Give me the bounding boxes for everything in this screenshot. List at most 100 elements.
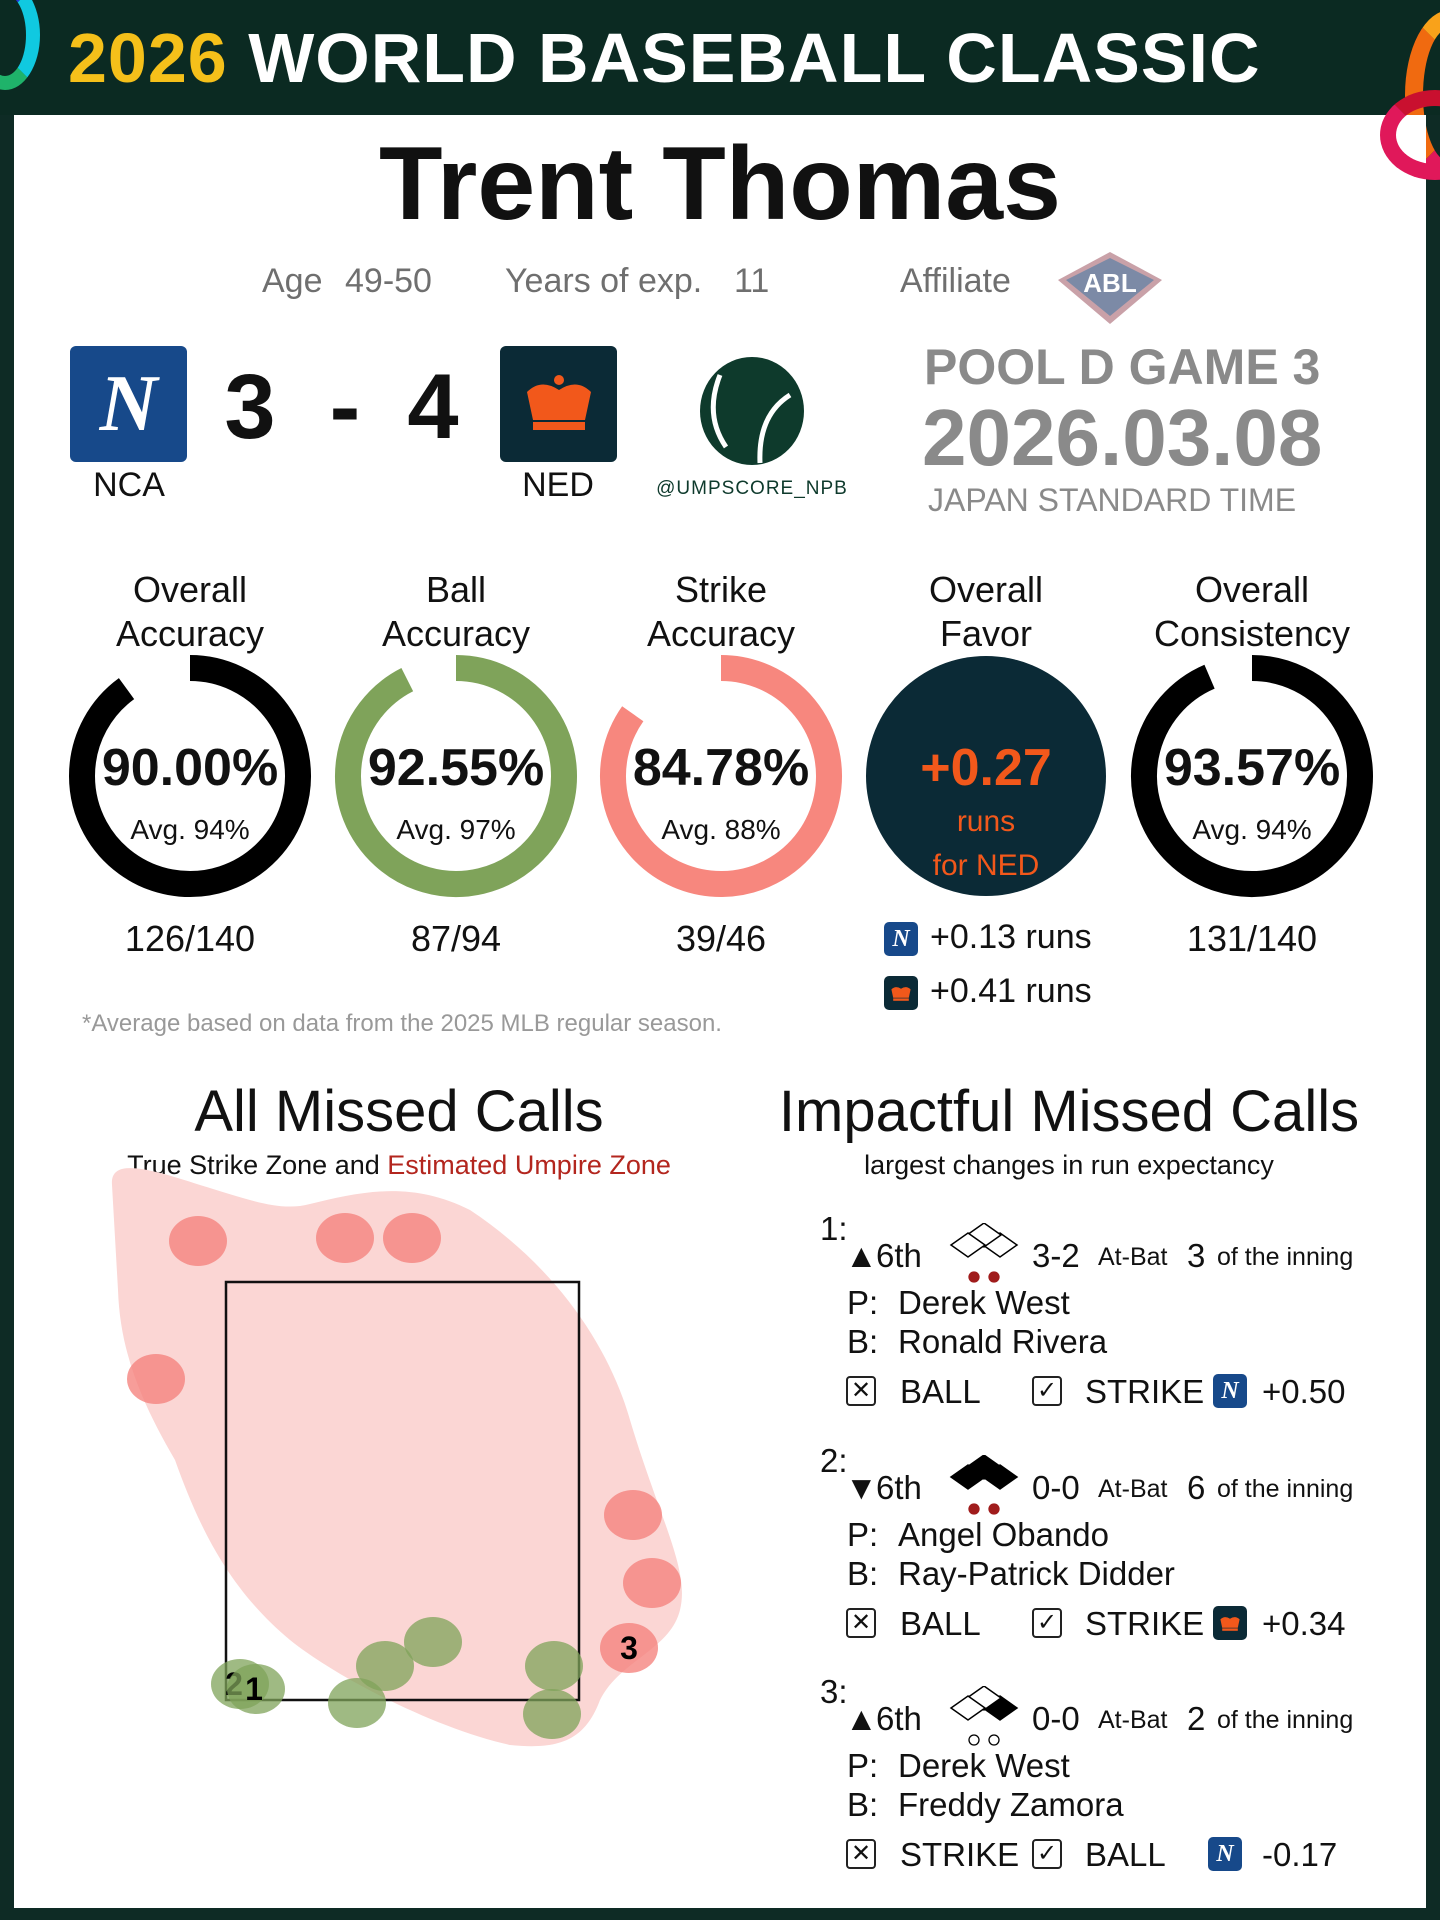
metric-value: 84.78% [632,739,810,797]
favor-circle [866,656,1106,896]
batter-name: Freddy Zamora [898,1786,1124,1823]
metric-title-line1: Overall [132,569,248,610]
out-indicator [988,1734,1000,1746]
batter-label: B: [847,1555,879,1592]
pitcher-name: Angel Obando [898,1516,1110,1553]
metric-average: Avg. 94% [1192,814,1312,845]
nca-icon: N [884,922,918,956]
metric-title-line2: Favor [939,613,1033,654]
count: 0-0 [1032,1469,1080,1506]
atbat-label: At-Bat [1098,1706,1168,1734]
bases-outs-diagram [949,1223,1019,1283]
metric-title-line1: Ball [425,569,487,610]
metric-title-line2: Accuracy [646,613,796,654]
metric-average: Avg. 97% [396,814,516,845]
batter-label: B: [847,1323,879,1360]
atbat-label: At-Bat [1098,1475,1168,1503]
inning: 6th [876,1700,922,1737]
metric-title-line1: Strike [674,569,768,610]
metric-value: 90.00% [101,739,279,797]
home-abbr: NED [522,466,594,504]
missed-call-label: 3 [620,1630,638,1666]
check-box-icon: ✓ [1032,1608,1062,1638]
item-number: 1: [820,1210,848,1247]
x-box-icon: ✕ [846,1376,876,1406]
true-zone-label: True Strike Zone and [127,1150,388,1180]
favor-team: for NED [932,849,1040,882]
metric-average: Avg. 88% [661,814,781,845]
correct-call: BALL [1085,1836,1166,1873]
correct-call: STRIKE [1085,1373,1205,1410]
metric-title-line2: Accuracy [381,613,531,654]
called-as: BALL [900,1373,981,1410]
batter-name: Ray-Patrick Didder [898,1555,1175,1592]
event-year: 2026 [68,19,228,97]
x-box-icon: ✕ [846,1839,876,1869]
third-base-icon [949,1232,987,1258]
atbat-number: 2 [1187,1700,1206,1737]
missed-call-strike-called-ball [227,1664,285,1714]
out-indicator [968,1734,980,1746]
metric-title: Ball Accuracy [382,568,530,656]
handle: @UMPSCORE_NPB [656,478,848,499]
missed-call-strike-called-ball [525,1641,583,1691]
all-missed-subtitle: True Strike Zone and Estimated Umpire Zo… [127,1150,671,1181]
run-value-delta: -0.17 [1262,1836,1338,1873]
metric-count: 131/140 [1186,918,1318,959]
gauge-arc [1131,655,1373,897]
pitcher-label: P: [847,1747,879,1784]
timezone: JAPAN STANDARD TIME [928,482,1297,518]
missed-call-strike-called-ball [523,1689,581,1739]
missed-call-ball-called-strike [604,1490,662,1540]
impactful-subtitle: largest changes in run expectancy [864,1150,1274,1180]
inning-half-arrow: ▲ [845,1700,878,1737]
ned-favor-runs: +0.41 runs [930,972,1092,1010]
nca-icon: N [1208,1837,1242,1871]
called-as: BALL [900,1605,981,1642]
estimated-umpire-zone [111,1168,682,1747]
umpire-zone-label: Estimated Umpire Zone [387,1150,671,1180]
nca-logo: N [70,346,187,462]
exp-label: Years of exp. [505,262,703,300]
atbat-number: 6 [1187,1469,1206,1506]
ned-logo [500,346,617,462]
nca-icon: N [1213,1374,1247,1408]
inning: 6th [876,1237,922,1274]
inning: 6th [876,1469,922,1506]
inning-half-arrow: ▼ [845,1469,878,1506]
away-score: 3 [224,356,276,458]
called-as: STRIKE [900,1836,1020,1873]
atbat-suffix: of the inning [1217,1243,1354,1271]
metric-title: Overall Consistency [1154,568,1350,656]
all-missed-title: All Missed Calls [194,1079,604,1144]
x-box-icon: ✕ [846,1608,876,1638]
age-label: Age [262,262,323,300]
game-date: 2026.03.08 [922,393,1323,482]
out-indicator [968,1271,980,1283]
affiliate-label: Affiliate [900,262,1011,300]
item-number: 3: [820,1673,848,1710]
metric-count: 87/94 [410,918,502,959]
metric-title-line1: Overall [928,569,1044,610]
batter-label: B: [847,1786,879,1823]
ned-crown-icon [884,976,918,1010]
missed-call-strike-called-ball [404,1617,462,1667]
count: 0-0 [1032,1700,1080,1737]
metric-count: 39/46 [675,918,767,959]
crown-icon [526,375,591,430]
pitcher-label: P: [847,1516,879,1553]
metric-title: Overall Accuracy [116,568,264,656]
missed-call-ball-called-strike [383,1213,441,1263]
pitcher-name: Derek West [898,1284,1070,1321]
ned-crown-icon [1213,1606,1247,1640]
out-indicator [988,1271,1000,1283]
out-indicator [968,1503,980,1515]
atbat-number: 3 [1187,1237,1206,1274]
score-dash: - [329,356,361,458]
nca-logo-glyph: N [99,359,158,448]
footnote: *Average based on data from the 2025 MLB… [82,1010,722,1037]
metric-count: 126/140 [124,918,256,959]
atbat-suffix: of the inning [1217,1706,1354,1734]
missed-call-label: 1 [245,1671,263,1707]
svg-text:ABL: ABL [1083,268,1137,298]
